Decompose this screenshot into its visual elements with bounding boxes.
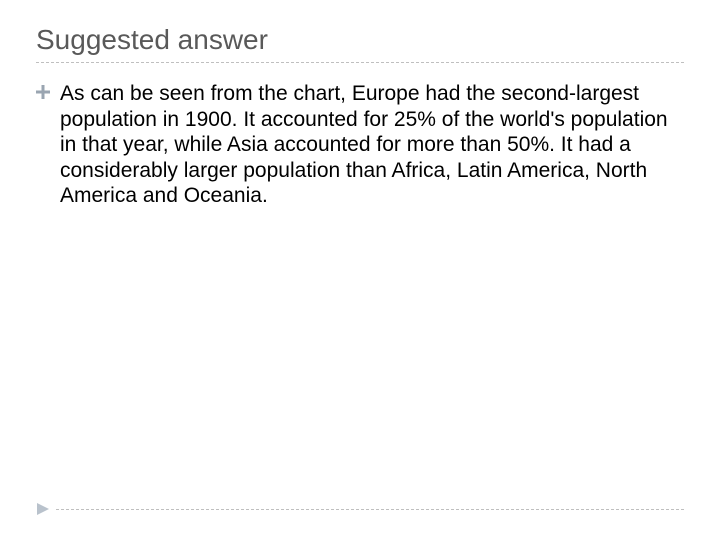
slide: Suggested answer As can be seen from the…: [0, 0, 720, 540]
cross-bullet-icon: [36, 85, 54, 99]
footer-divider: [56, 509, 684, 510]
body-text: As can be seen from the chart, Europe ha…: [60, 81, 684, 209]
body-row: As can be seen from the chart, Europe ha…: [36, 81, 684, 209]
slide-title: Suggested answer: [36, 24, 684, 56]
footer-play-icon: [36, 502, 50, 516]
title-divider: [36, 62, 684, 63]
